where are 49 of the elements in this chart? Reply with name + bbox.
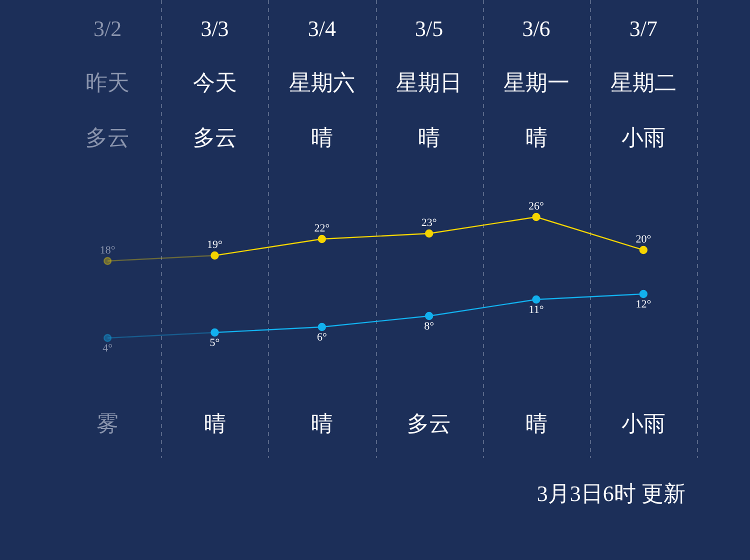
text: 星期日 — [396, 70, 462, 95]
point — [210, 328, 219, 337]
text: 晴 — [204, 410, 226, 436]
text: 晴 — [525, 124, 548, 150]
text: 晴 — [418, 124, 440, 150]
text: 星期六 — [288, 70, 355, 95]
data-label: 19° — [207, 238, 222, 251]
point — [210, 251, 219, 260]
data-label: 23° — [421, 216, 437, 229]
text: 晴 — [310, 124, 333, 150]
text: 小雨 — [621, 410, 666, 436]
data-label: 22° — [314, 222, 330, 234]
x-tick-label: 3/7 — [629, 16, 658, 41]
point — [532, 212, 540, 222]
point — [532, 295, 540, 304]
text: 晴 — [310, 410, 333, 436]
point — [639, 290, 648, 298]
text: 3月3日6时 更新 — [536, 480, 686, 506]
text: 雾 — [96, 410, 119, 436]
text: 小雨 — [621, 124, 666, 150]
point — [103, 334, 112, 342]
point — [424, 229, 434, 238]
point — [424, 312, 434, 320]
data-label: 5° — [210, 336, 220, 349]
text: 今天 — [192, 70, 237, 95]
text: 多云 — [407, 410, 452, 436]
x-tick-label: 3/3 — [200, 16, 229, 41]
data-label: 18° — [100, 244, 116, 256]
x-tick-label: 3/2 — [94, 16, 122, 41]
data-label: 6° — [316, 331, 327, 344]
text: 星期一 — [503, 70, 570, 95]
text: 多云 — [192, 124, 237, 150]
text: 晴 — [525, 410, 548, 436]
x-tick-label: 3/5 — [415, 16, 444, 41]
point — [318, 322, 326, 332]
data-label: 8° — [424, 320, 434, 332]
point — [639, 246, 648, 254]
text: 多云 — [86, 124, 130, 150]
x-tick-label: 3/4 — [308, 16, 336, 41]
data-label: 26° — [528, 200, 544, 212]
point — [318, 234, 326, 244]
text: 昨天 — [86, 70, 130, 95]
data-label: 12° — [636, 298, 652, 310]
data-label: 4° — [102, 342, 113, 354]
data-label: 20° — [636, 233, 652, 246]
x-tick-label: 3/6 — [522, 16, 550, 41]
text: 星期二 — [610, 70, 676, 95]
point — [103, 256, 112, 266]
data-label: 11° — [528, 304, 544, 316]
